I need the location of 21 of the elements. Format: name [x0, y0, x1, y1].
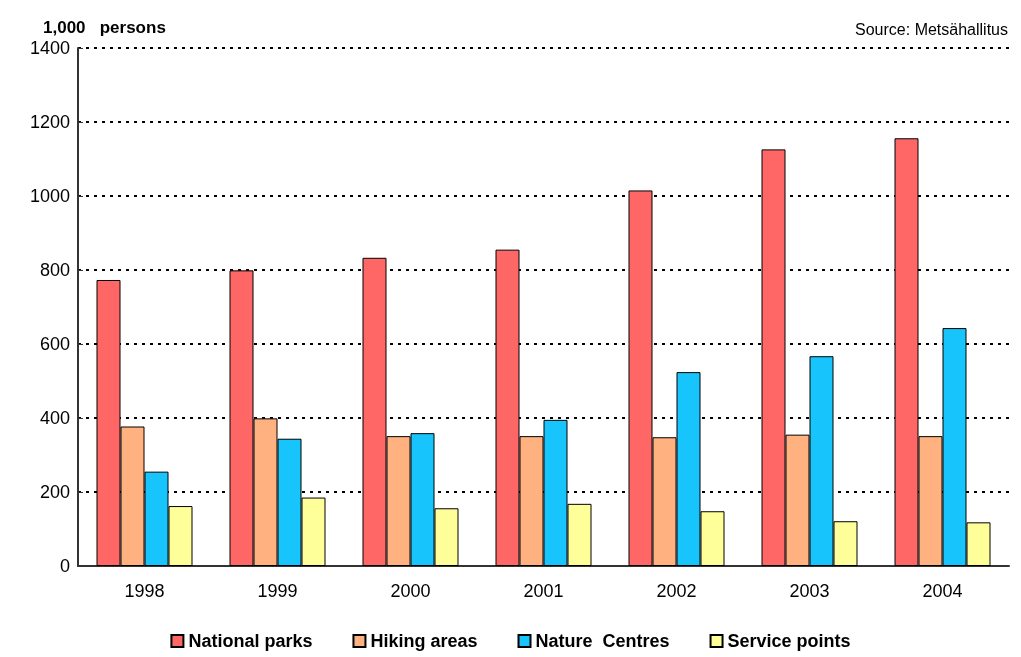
legend-label: Nature Centres — [535, 631, 670, 651]
y-axis-title: 1,000 persons — [43, 18, 166, 37]
x-tick-label: 2001 — [523, 581, 564, 601]
legend-label: Service points — [727, 631, 851, 651]
y-tick-label: 200 — [39, 482, 70, 502]
x-tick-label: 2002 — [656, 581, 697, 601]
y-tick-label: 600 — [39, 334, 70, 354]
x-tick-label: 1998 — [124, 581, 165, 601]
x-tick-label: 2004 — [922, 581, 963, 601]
y-tick-label: 400 — [39, 408, 70, 428]
y-tick-label: 1000 — [29, 186, 70, 206]
x-tick-label: 2000 — [390, 581, 431, 601]
legend-label: Hiking areas — [370, 631, 478, 651]
x-tick-label: 2003 — [789, 581, 830, 601]
y-tick-label: 0 — [59, 556, 70, 576]
legend-label: National parks — [188, 631, 313, 651]
x-tick-label: 1999 — [257, 581, 298, 601]
y-tick-label: 1200 — [29, 112, 70, 132]
y-tick-label: 1400 — [29, 38, 70, 58]
y-tick-label: 800 — [39, 260, 70, 280]
source-note: Source: Metsähallitus — [855, 20, 1009, 38]
